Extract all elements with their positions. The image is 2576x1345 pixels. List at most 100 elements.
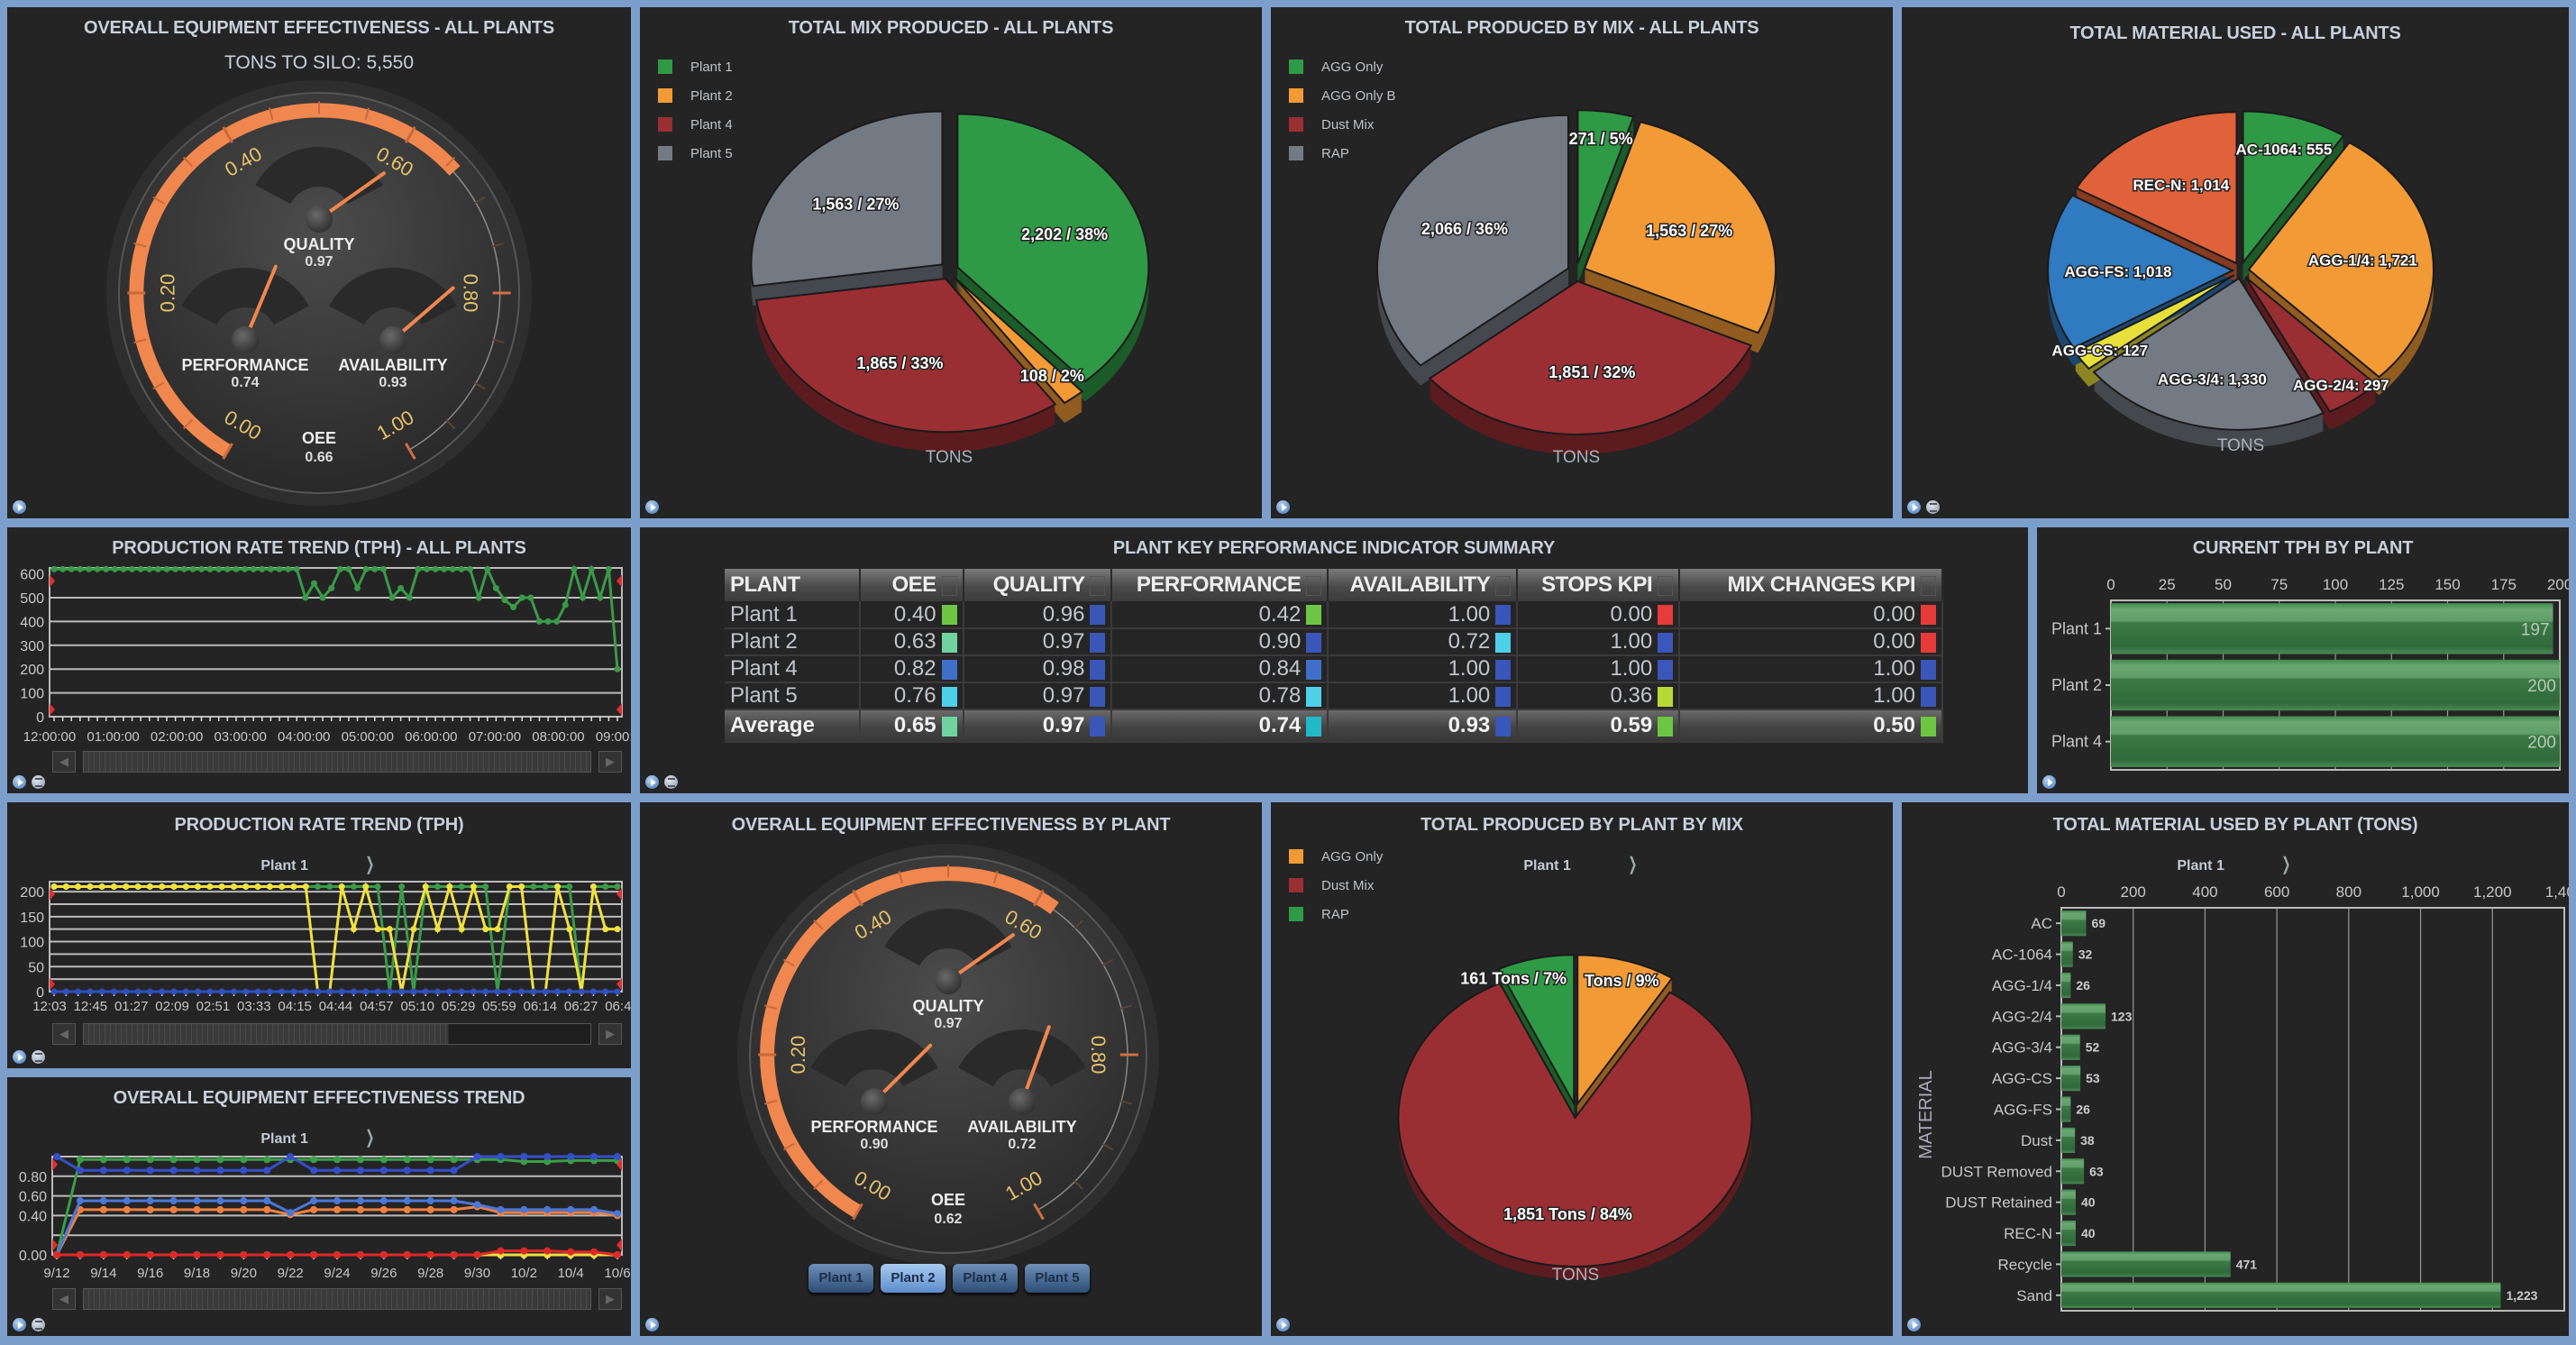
data-point[interactable] [482,926,489,933]
data-point[interactable] [137,565,144,572]
data-point[interactable] [403,1205,411,1213]
bar[interactable] [2061,972,2071,999]
play-icon[interactable] [645,1318,659,1331]
data-point[interactable] [172,565,179,572]
legend-item[interactable]: RAP [1289,139,1396,168]
data-point[interactable] [53,1251,60,1258]
data-point[interactable] [426,1251,434,1258]
data-point[interactable] [614,1210,621,1218]
data-point[interactable] [544,1247,552,1255]
data-point[interactable] [580,594,587,601]
data-point[interactable] [240,1167,248,1175]
data-point[interactable] [374,883,381,891]
data-point[interactable] [193,1167,201,1175]
data-point[interactable] [571,565,578,572]
pie-slice[interactable] [2247,141,2434,379]
data-point[interactable] [326,883,333,891]
data-point[interactable] [216,1251,224,1258]
data-point[interactable] [415,565,422,572]
play-icon[interactable] [13,775,26,789]
bar[interactable] [2061,1251,2231,1277]
data-point[interactable] [230,988,237,995]
data-point[interactable] [169,1197,178,1205]
data-point[interactable] [123,1167,131,1175]
legend-item[interactable]: Plant 1 [658,52,733,81]
bar[interactable] [2061,1034,2080,1060]
data-point[interactable] [68,565,75,572]
pie-slice[interactable] [1428,279,1753,435]
play-icon[interactable] [13,500,26,514]
legend-item[interactable]: Dust Mix [1289,110,1396,139]
data-point[interactable] [218,883,225,891]
bar[interactable] [2061,1189,2076,1215]
data-point[interactable] [492,584,499,591]
menu-icon[interactable] [1926,500,1940,514]
scroll-track[interactable] [83,751,591,773]
pie-slice[interactable] [1375,114,1569,367]
column-header[interactable]: STOPS KPI [1517,569,1681,601]
data-point[interactable] [233,565,240,572]
data-point[interactable] [614,926,621,933]
data-point[interactable] [597,594,604,601]
data-point[interactable] [345,565,352,572]
data-point[interactable] [263,1197,271,1205]
data-point[interactable] [62,883,69,891]
data-point[interactable] [290,988,297,995]
data-point[interactable] [602,926,609,933]
data-point[interactable] [535,618,543,625]
data-point[interactable] [544,1205,552,1213]
data-point[interactable] [290,883,297,891]
data-point[interactable] [566,988,573,995]
plant-1-button[interactable]: Plant 1 [808,1264,873,1293]
data-point[interactable] [544,1153,552,1160]
data-point[interactable] [398,883,406,891]
column-header[interactable]: PERFORMANCE [1111,569,1329,601]
data-point[interactable] [333,1251,341,1258]
pie-slice[interactable] [750,110,944,288]
data-point[interactable] [403,1156,411,1164]
data-point[interactable] [497,1247,505,1255]
data-point[interactable] [242,883,250,891]
data-point[interactable] [354,584,361,591]
data-point[interactable] [426,1197,434,1205]
play-icon[interactable] [2042,775,2056,789]
table-row[interactable]: Plant 2 0.63 0.97 0.90 0.72 1.00 0.00 [725,628,1943,656]
data-point[interactable] [310,1251,318,1258]
data-point[interactable] [356,1197,364,1205]
data-point[interactable] [338,883,345,891]
data-point[interactable] [432,565,439,572]
data-point[interactable] [182,988,189,995]
data-point[interactable] [216,1167,224,1175]
data-point[interactable] [356,1167,364,1175]
data-point[interactable] [403,1167,411,1175]
table-row[interactable]: Plant 4 0.82 0.98 0.84 1.00 1.00 1.00 [725,655,1943,683]
data-point[interactable] [567,1153,575,1160]
data-point[interactable] [470,988,477,995]
data-point[interactable] [206,883,214,891]
data-point[interactable] [242,565,249,572]
bar[interactable] [2061,1282,2501,1308]
data-point[interactable] [494,988,501,995]
data-point[interactable] [120,565,127,572]
data-point[interactable] [123,1156,131,1164]
data-point[interactable] [287,1153,295,1160]
data-point[interactable] [111,565,118,572]
data-point[interactable] [279,883,286,891]
data-point[interactable] [302,988,309,995]
data-point[interactable] [333,1167,341,1175]
menu-icon[interactable] [32,1050,45,1064]
data-point[interactable] [169,1167,178,1175]
data-point[interactable] [328,584,335,591]
data-point[interactable] [473,1153,481,1160]
data-point[interactable] [379,1156,388,1164]
pie-slice[interactable] [2244,276,2378,413]
data-point[interactable] [520,1247,528,1255]
data-point[interactable] [446,988,453,995]
data-point[interactable] [76,1251,84,1258]
data-point[interactable] [85,565,92,572]
data-point[interactable] [590,1205,598,1213]
bar[interactable] [2061,1003,2106,1029]
data-point[interactable] [302,883,309,891]
pie-slice[interactable] [2092,277,2325,431]
data-point[interactable] [266,988,273,995]
